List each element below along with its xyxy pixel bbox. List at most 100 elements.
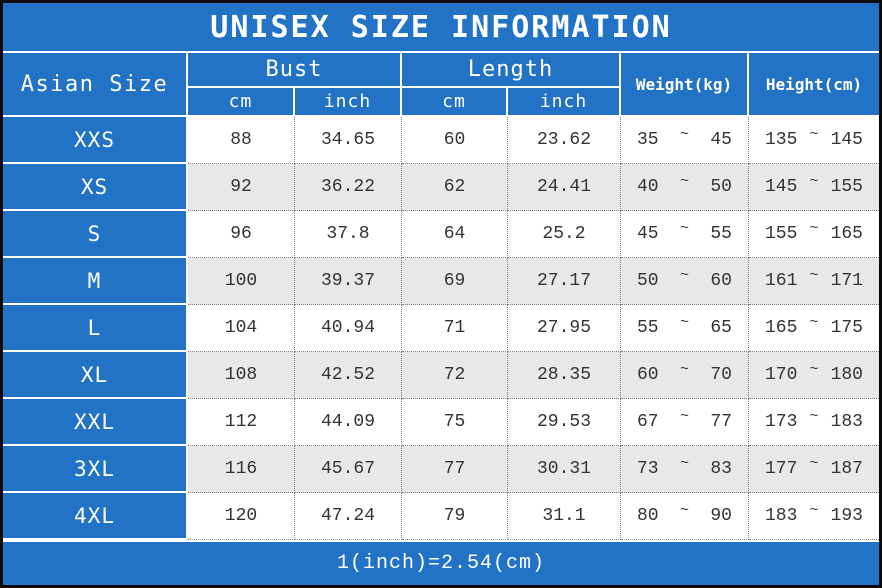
length-cm-value: 69 [402,258,508,305]
length-cm-value: 60 [402,117,508,164]
weight-range-max: 83 [710,459,732,479]
length-inch-value: 23.62 [508,117,621,164]
height-range: 173 ~183 [749,399,879,446]
table-row: M 100 39.37 69 27.17 50 ~60 161 ~171 [3,258,879,305]
table-header: Asian Size Bust Length Weight(kg) Height… [3,53,879,117]
length-inch-value: 27.95 [508,305,621,352]
weight-range: 45 ~55 [621,211,749,258]
size-label: XXS [3,117,188,164]
range-tilde: ~ [809,407,819,425]
length-inch-value: 28.35 [508,352,621,399]
column-header-length: Length [402,53,621,88]
range-tilde: ~ [679,172,689,190]
length-cm-value: 77 [402,446,508,493]
bust-inch-value: 42.52 [295,352,402,399]
height-range: 135 ~145 [749,117,879,164]
height-range: 145 ~155 [749,164,879,211]
bust-cm-value: 96 [188,211,295,258]
page-title: UNISEX SIZE INFORMATION [3,3,879,53]
size-label: L [3,305,188,352]
height-range: 177 ~187 [749,446,879,493]
height-range: 183 ~193 [749,493,879,540]
bust-cm-value: 100 [188,258,295,305]
length-cm-value: 75 [402,399,508,446]
bust-inch-value: 34.65 [295,117,402,164]
range-tilde: ~ [809,454,819,472]
weight-range-min: 67 [637,412,659,432]
height-range-max: 145 [830,130,863,150]
table-row: L 104 40.94 71 27.95 55 ~65 165 ~175 [3,305,879,352]
range-tilde: ~ [679,454,689,472]
weight-range-max: 70 [710,365,732,385]
column-header-weight: Weight(kg) [621,53,749,117]
range-tilde: ~ [679,266,689,284]
range-tilde: ~ [679,313,689,331]
height-range-min: 145 [765,177,798,197]
height-range-max: 180 [830,365,863,385]
table-row: XL 108 42.52 72 28.35 60 ~70 170 ~180 [3,352,879,399]
weight-range-min: 80 [637,506,659,526]
table-row: S 96 37.8 64 25.2 45 ~55 155 ~165 [3,211,879,258]
height-range-min: 165 [765,318,798,338]
column-header-bust-inch: inch [295,88,402,117]
height-range-max: 155 [830,177,863,197]
length-cm-value: 62 [402,164,508,211]
table-row: XXL 112 44.09 75 29.53 67 ~77 173 ~183 [3,399,879,446]
length-cm-value: 72 [402,352,508,399]
weight-range-min: 73 [637,459,659,479]
weight-range-min: 35 [637,130,659,150]
bust-cm-value: 108 [188,352,295,399]
length-inch-value: 24.41 [508,164,621,211]
weight-range: 73 ~83 [621,446,749,493]
range-tilde: ~ [809,313,819,331]
height-range-min: 161 [765,271,798,291]
bust-cm-value: 120 [188,493,295,540]
bust-inch-value: 47.24 [295,493,402,540]
range-tilde: ~ [809,172,819,190]
range-tilde: ~ [809,266,819,284]
height-range-max: 171 [830,271,863,291]
weight-range: 80 ~90 [621,493,749,540]
length-inch-value: 30.31 [508,446,621,493]
bust-inch-value: 37.8 [295,211,402,258]
height-range-min: 155 [765,224,798,244]
range-tilde: ~ [679,360,689,378]
column-header-bust: Bust [188,53,402,88]
height-range-max: 175 [830,318,863,338]
size-label: XS [3,164,188,211]
size-label: XXL [3,399,188,446]
height-range: 165 ~175 [749,305,879,352]
weight-range-max: 55 [710,224,732,244]
height-range-max: 193 [830,506,863,526]
column-header-bust-cm: cm [188,88,295,117]
weight-range-min: 45 [637,224,659,244]
conversion-note: 1(inch)=2.54(cm) [3,540,879,585]
weight-range-max: 60 [710,271,732,291]
size-label: 4XL [3,493,188,540]
bust-inch-value: 40.94 [295,305,402,352]
height-range-max: 183 [830,412,863,432]
height-range: 170 ~180 [749,352,879,399]
range-tilde: ~ [679,501,689,519]
range-tilde: ~ [679,407,689,425]
table-rows: XXS 88 34.65 60 23.62 35 ~45 135 ~145 XS 92 36.22 62… [3,117,879,540]
weight-range-max: 77 [710,412,732,432]
weight-range: 60 ~70 [621,352,749,399]
weight-range: 55 ~65 [621,305,749,352]
length-cm-value: 64 [402,211,508,258]
range-tilde: ~ [679,125,689,143]
size-label: 3XL [3,446,188,493]
column-header-length-cm: cm [402,88,508,117]
weight-range-max: 45 [710,130,732,150]
column-header-height: Height(cm) [749,53,879,117]
weight-range-min: 60 [637,365,659,385]
weight-range-max: 50 [710,177,732,197]
length-inch-value: 27.17 [508,258,621,305]
height-range-min: 135 [765,130,798,150]
bust-cm-value: 116 [188,446,295,493]
column-header-length-inch: inch [508,88,621,117]
weight-range-min: 55 [637,318,659,338]
bust-cm-value: 88 [188,117,295,164]
table-row: 3XL 116 45.67 77 30.31 73 ~83 177 ~187 [3,446,879,493]
size-label: M [3,258,188,305]
